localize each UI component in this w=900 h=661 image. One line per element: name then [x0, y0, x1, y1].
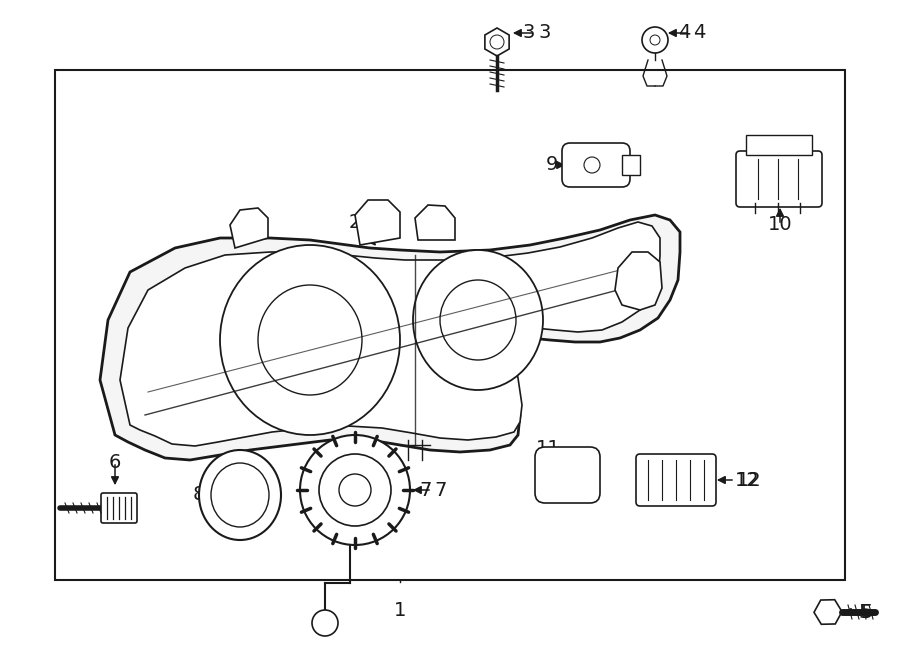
Ellipse shape	[440, 280, 516, 360]
Text: 3: 3	[523, 24, 535, 42]
Ellipse shape	[220, 245, 400, 435]
Circle shape	[584, 157, 600, 173]
FancyBboxPatch shape	[562, 143, 630, 187]
Text: 6: 6	[109, 453, 122, 471]
Text: 3: 3	[538, 24, 551, 42]
Bar	[746, 135, 812, 155]
Bar	[622, 155, 640, 175]
Text: 2: 2	[349, 212, 361, 231]
Text: 5: 5	[858, 602, 870, 621]
Text: 5: 5	[860, 602, 872, 621]
FancyBboxPatch shape	[101, 493, 137, 523]
Text: 8: 8	[208, 485, 220, 504]
Text: 7: 7	[419, 481, 432, 500]
Circle shape	[300, 435, 410, 545]
Circle shape	[490, 35, 504, 49]
Polygon shape	[615, 252, 662, 310]
Ellipse shape	[199, 450, 281, 540]
Text: 12: 12	[735, 471, 760, 490]
Circle shape	[650, 35, 660, 45]
Text: 12: 12	[737, 471, 761, 490]
Circle shape	[319, 454, 391, 526]
Text: 1: 1	[394, 600, 406, 619]
Polygon shape	[415, 205, 455, 240]
Text: 4: 4	[693, 24, 706, 42]
Circle shape	[642, 27, 668, 53]
FancyBboxPatch shape	[636, 454, 716, 506]
Ellipse shape	[413, 250, 543, 390]
Circle shape	[312, 610, 338, 636]
Polygon shape	[100, 215, 680, 460]
Text: 11: 11	[536, 438, 561, 457]
Ellipse shape	[258, 285, 362, 395]
Polygon shape	[120, 222, 660, 446]
Bar	[55, 70, 845, 580]
Polygon shape	[230, 208, 268, 248]
FancyBboxPatch shape	[535, 447, 600, 503]
Text: 4: 4	[678, 24, 690, 42]
Ellipse shape	[211, 463, 269, 527]
Polygon shape	[355, 200, 400, 245]
Text: 7: 7	[434, 481, 446, 500]
Text: 9: 9	[561, 155, 573, 175]
Text: 8: 8	[193, 485, 205, 504]
FancyBboxPatch shape	[736, 151, 822, 207]
Text: 10: 10	[768, 215, 792, 235]
Circle shape	[339, 474, 371, 506]
Text: 9: 9	[545, 155, 558, 175]
